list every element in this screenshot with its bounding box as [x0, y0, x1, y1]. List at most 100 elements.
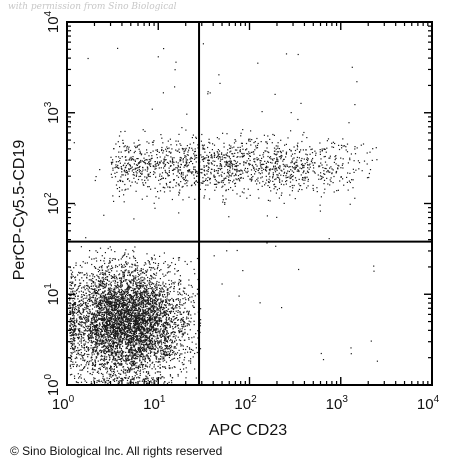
dot-population-1: [184, 352, 186, 354]
dot-population-1: [93, 316, 95, 319]
dot-population-1: [152, 283, 154, 285]
dot-population-1: [145, 306, 147, 308]
dot-population-1: [121, 380, 123, 382]
dot-population-1: [71, 324, 73, 326]
dot-population-1: [130, 329, 133, 331]
dot-population-1: [100, 293, 102, 295]
dot-population-1: [165, 304, 167, 306]
dot-population-1: [138, 327, 140, 329]
dot-population-1: [85, 318, 87, 321]
dot-population-1: [174, 346, 176, 348]
dot-population-1: [164, 350, 166, 352]
dot-population-1: [131, 309, 133, 311]
dot-population-1: [190, 360, 192, 362]
dot-population-1: [131, 365, 133, 367]
dot-population-1: [123, 327, 125, 329]
dot-population-1: [108, 308, 110, 310]
dot-population-1: [74, 323, 76, 325]
dot-population-1: [90, 381, 92, 383]
dot-population-1: [70, 322, 72, 325]
dot-population-1: [168, 318, 170, 320]
dot-population-1: [80, 349, 82, 351]
dot-population-1: [123, 303, 125, 305]
dot-population-1: [165, 274, 167, 276]
dot-population-1: [112, 315, 114, 318]
dot-population-1: [103, 351, 105, 353]
dot-population-1: [72, 300, 74, 302]
dot-population-1: [103, 344, 106, 346]
dot-population-1: [159, 350, 162, 352]
dot-population-1: [154, 305, 156, 307]
dot-population-1: [165, 320, 167, 322]
dot-population-1: [149, 327, 151, 329]
dot-population-1: [136, 336, 139, 338]
dot-population-1: [158, 318, 161, 321]
dot-population-1: [118, 320, 120, 322]
dot-population-1: [184, 287, 186, 289]
dot-population-1: [95, 295, 98, 297]
dot-population-1: [162, 313, 164, 315]
dot-population-1: [170, 349, 172, 351]
dot-population-1: [116, 370, 119, 372]
dot-population-1: [152, 345, 154, 347]
dot-population-1: [131, 315, 133, 317]
dot-population-1: [143, 339, 145, 341]
dot-population-1: [113, 291, 115, 293]
dot-population-1: [132, 349, 134, 351]
dot-population-1: [132, 318, 134, 320]
dot-population-1: [171, 307, 173, 309]
dot-population-1: [141, 281, 143, 283]
dot-population-1: [152, 324, 155, 326]
dot-population-1: [104, 347, 106, 349]
dot-population-1: [146, 299, 148, 302]
dot-population-1: [148, 313, 150, 315]
dot-population-1: [114, 363, 116, 365]
dot-population-1: [173, 319, 175, 321]
dot-population-1: [108, 311, 110, 313]
dot-population-1: [132, 334, 134, 336]
dot-population-1: [110, 304, 112, 306]
dot-population-1: [135, 332, 137, 334]
dot-population-1: [137, 376, 139, 378]
dot-population-1: [117, 315, 119, 318]
dot-population-1: [73, 349, 75, 351]
dot-population-1: [115, 363, 117, 365]
dot-population-1: [118, 318, 120, 320]
dot-population-1: [82, 311, 85, 313]
dot-population-1: [104, 342, 106, 344]
dot-population-1: [106, 372, 108, 374]
dot-population-1: [72, 338, 74, 341]
dot-population-1: [180, 304, 182, 306]
dot-population-1: [82, 354, 84, 356]
dot-population-1: [174, 352, 176, 354]
dot-population-1: [76, 364, 78, 366]
dot-population-1: [144, 310, 146, 312]
dot-population-1: [167, 289, 169, 291]
dot-population-1: [125, 288, 128, 290]
dot-population-1: [123, 280, 125, 282]
dot-population-1: [174, 273, 176, 275]
dot-population-1: [143, 287, 145, 289]
dot-population-1: [114, 337, 116, 339]
dot-population-1: [155, 321, 157, 323]
dot-population-1: [143, 364, 145, 366]
dot-population-1: [71, 276, 73, 278]
dot-population-1: [95, 250, 97, 252]
dot-population-1: [160, 309, 162, 311]
dot-population-1: [121, 256, 123, 258]
dot-population-1: [147, 345, 149, 347]
dot-population-1: [132, 271, 134, 273]
dot-population-1: [183, 291, 185, 293]
dot-population-1: [171, 342, 173, 344]
dot-population-1: [133, 251, 135, 253]
dot-population-1: [83, 294, 86, 296]
dot-population-1: [159, 290, 161, 292]
dot-population-1: [186, 323, 188, 325]
dot-population-1: [94, 359, 96, 361]
dot-population-1: [148, 337, 150, 339]
dot-population-1: [78, 354, 80, 356]
dot-population-1: [149, 313, 151, 315]
dot-population-1: [116, 339, 118, 341]
dot-population-1: [157, 330, 159, 332]
dot-population-1: [144, 328, 146, 330]
